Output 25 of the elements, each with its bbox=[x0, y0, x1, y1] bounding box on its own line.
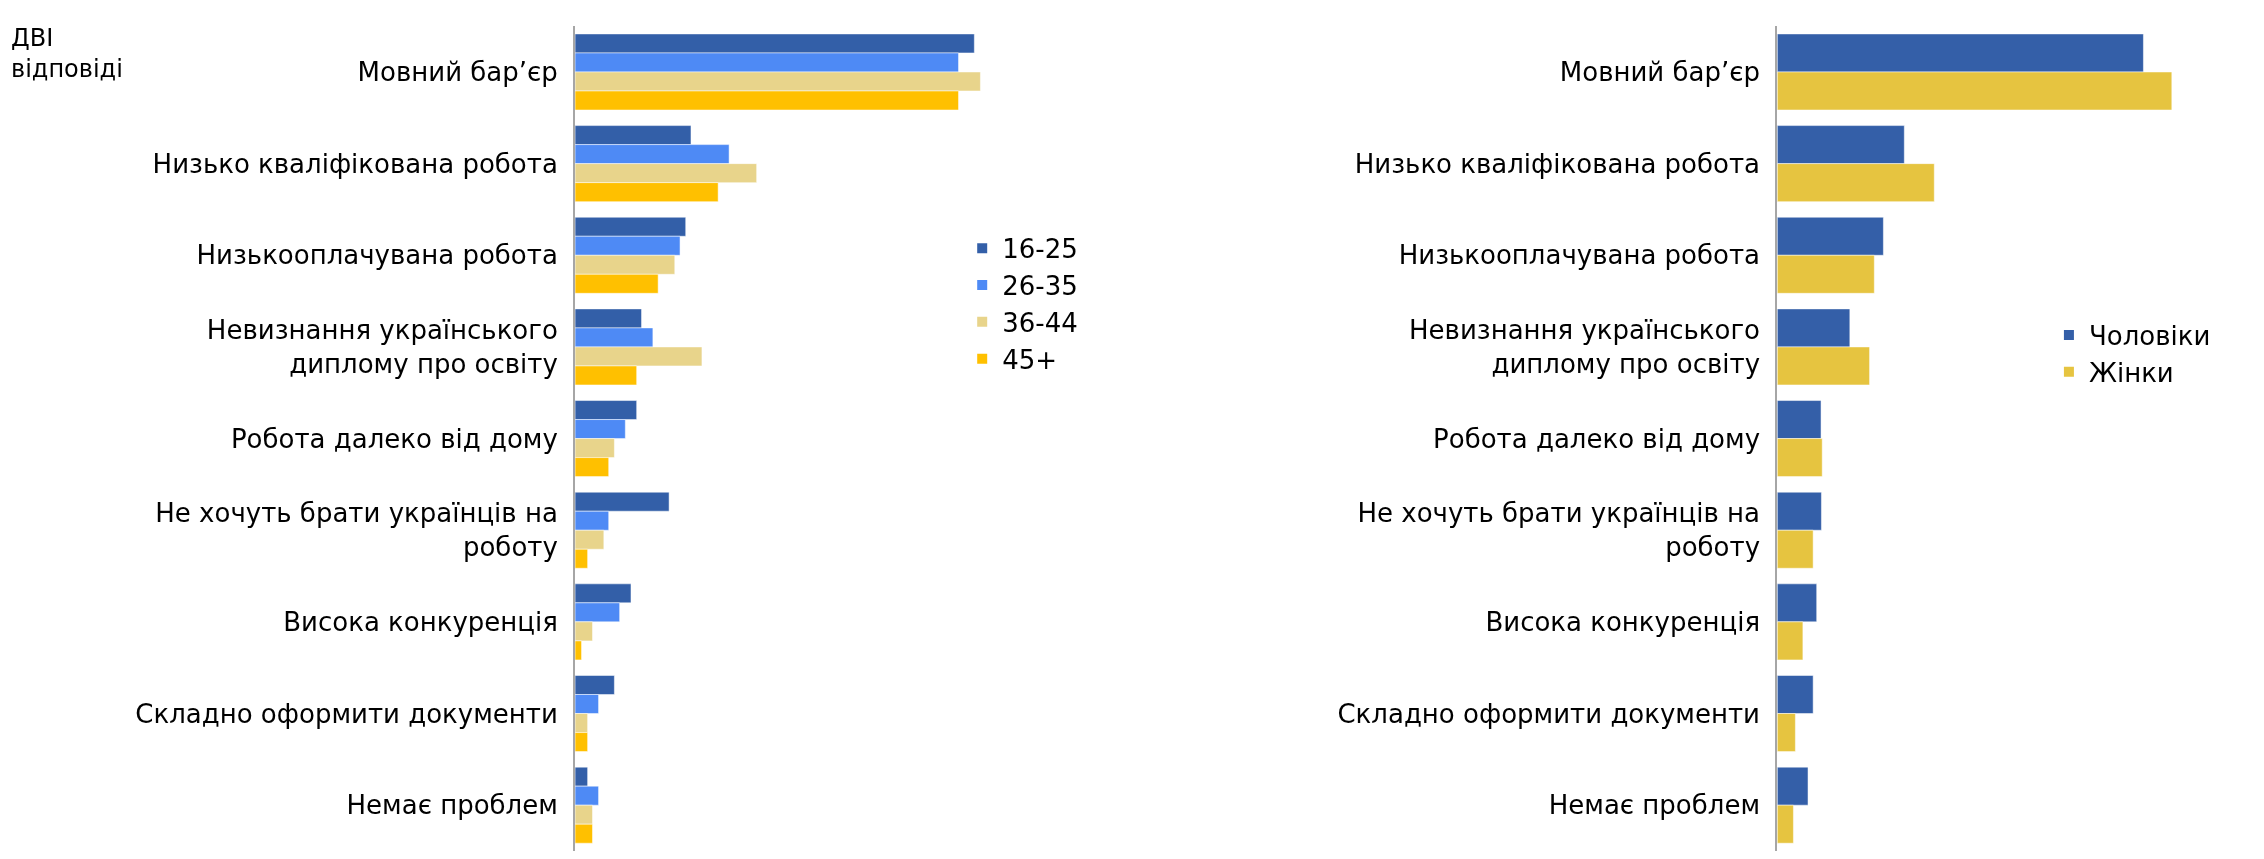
y-tick-label: Не хочуть брати українців на роботу bbox=[1357, 498, 1761, 563]
y-tick-label: Невизнання українського диплому про освіту bbox=[1409, 315, 1761, 379]
legend-label: 16-25 bbox=[1002, 234, 1078, 265]
y-tick-label: Немає проблем bbox=[1548, 790, 1761, 821]
legend-label: 45+ bbox=[1002, 344, 1058, 375]
y-tick-label: Мовний бар’єр bbox=[1559, 57, 1761, 88]
text: ДВІ відповіді bbox=[11, 24, 123, 84]
y-tick-label: Робота далеко від дому bbox=[230, 423, 558, 454]
y-tick-label: Немає проблем bbox=[346, 790, 558, 821]
legend-label: Чоловіки bbox=[2088, 321, 2211, 352]
y-tick-label: Невизнання українського диплому про освіту bbox=[206, 315, 558, 379]
y-tick-label: Низько кваліфікована робота bbox=[1354, 148, 1761, 179]
y-tick-label: Висока конкуренція bbox=[283, 606, 558, 637]
y-tick-label: Складно оформити документи bbox=[135, 698, 558, 729]
y-tick-label: Висока конкуренція bbox=[1485, 606, 1761, 637]
legend-label: 26-35 bbox=[1002, 271, 1078, 302]
y-tick-label: Складно оформити документи bbox=[1337, 698, 1761, 729]
y-tick-label: Низькооплачувана робота bbox=[1398, 240, 1761, 271]
y-tick-label: Низькооплачувана робота bbox=[196, 240, 558, 271]
legend-label: 36-44 bbox=[1002, 308, 1078, 338]
y-tick-label: Мовний бар’єр bbox=[357, 57, 558, 88]
y-tick-label: Низько кваліфікована робота bbox=[152, 148, 558, 179]
legend-label: Жінки bbox=[2088, 357, 2174, 388]
y-tick-label: Робота далеко від дому bbox=[1433, 423, 1761, 454]
y-tick-label: Не хочуть брати українців на роботу bbox=[155, 498, 558, 563]
